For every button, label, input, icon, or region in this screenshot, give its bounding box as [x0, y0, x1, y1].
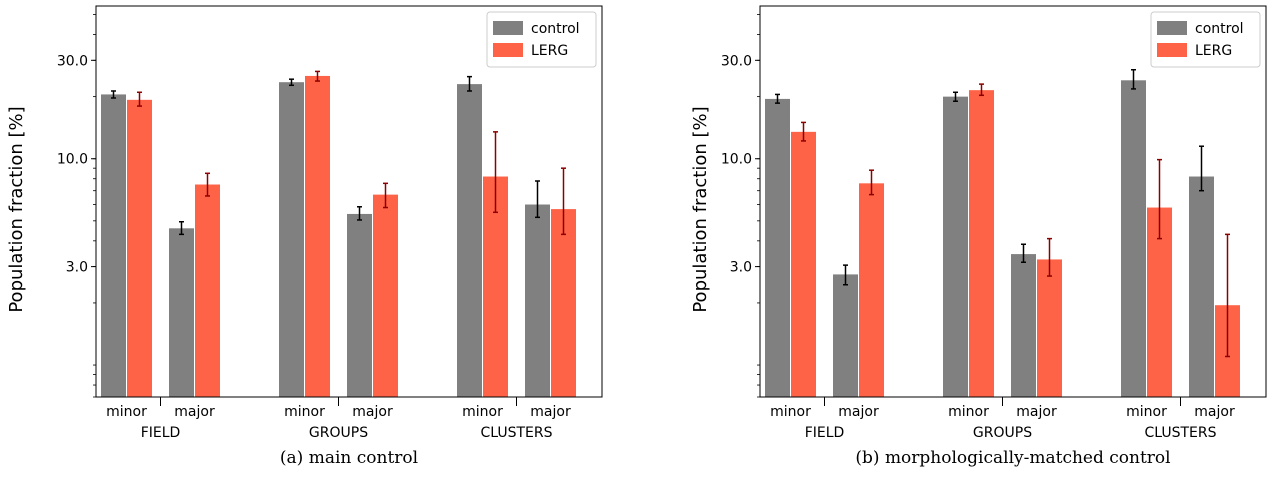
legend: control LERG	[486, 11, 597, 68]
legend-swatch-control	[1157, 21, 1187, 35]
legend-label-control: control	[1195, 21, 1244, 37]
x-tick-label-minor: minor	[770, 404, 811, 420]
plot-frame	[759, 5, 1267, 398]
x-tick-label-major: major	[838, 404, 879, 420]
bar-control-5	[525, 204, 550, 397]
x-tick-label-major: major	[1016, 404, 1057, 420]
bar-control-3	[1011, 254, 1036, 397]
legend-label-lerg: LERG	[531, 43, 568, 59]
bar-control-0	[101, 94, 126, 398]
y-tick-label: 10.0	[57, 152, 88, 168]
chart-panel-1: 3.0 10.0 30.0 Population fraction [%] minor m…	[690, 5, 1267, 441]
legend-label-lerg: LERG	[1195, 43, 1232, 59]
bar-control-4	[457, 84, 482, 398]
x-tick-label-minor: minor	[106, 404, 147, 420]
legend: control LERG	[1150, 11, 1261, 68]
bar-lerg-1	[859, 183, 884, 397]
bar-lerg-3	[373, 194, 398, 397]
bar-control-3	[347, 213, 372, 397]
bar-lerg-0	[791, 131, 816, 397]
x-tick-label-major: major	[1194, 404, 1235, 420]
bar-lerg-3	[1037, 259, 1062, 397]
legend-swatch-lerg	[1157, 43, 1187, 57]
bar-lerg-2	[969, 90, 994, 398]
caption-matched-control: (b) morphologically-matched control	[855, 448, 1171, 468]
bar-lerg-4	[483, 176, 508, 397]
y-tick-label: 30.0	[57, 53, 88, 69]
bar-lerg-0	[127, 99, 152, 397]
plot-frame	[95, 5, 603, 398]
legend-swatch-control	[493, 21, 523, 35]
y-tick-label: 3.0	[66, 260, 88, 276]
bar-control-1	[833, 274, 858, 397]
y-tick-label: 3.0	[730, 260, 752, 276]
y-tick-label: 30.0	[721, 53, 752, 69]
x-tick-label-minor: minor	[284, 404, 325, 420]
bar-lerg-5	[551, 209, 576, 397]
bar-control-1	[169, 228, 194, 397]
bar-control-2	[943, 96, 968, 398]
bar-lerg-1	[195, 184, 220, 397]
bar-lerg-2	[305, 75, 330, 397]
x-tick-label-major: major	[352, 404, 393, 420]
x-tick-label-major: major	[174, 404, 215, 420]
y-axis-label: Population fraction [%]	[690, 106, 711, 312]
x-group-label: GROUPS	[309, 425, 368, 441]
bar-control-2	[279, 82, 304, 398]
legend-label-control: control	[531, 21, 580, 37]
x-tick-label-minor: minor	[948, 404, 989, 420]
x-group-label: CLUSTERS	[480, 425, 552, 441]
y-axis-label: Population fraction [%]	[6, 106, 27, 312]
x-group-label: FIELD	[141, 425, 181, 441]
bar-control-4	[1121, 80, 1146, 398]
bar-control-0	[765, 98, 790, 397]
x-tick-label-major: major	[530, 404, 571, 420]
y-tick-label: 10.0	[721, 152, 752, 168]
x-tick-label-minor: minor	[462, 404, 503, 420]
caption-main-control: (a) main control	[279, 448, 419, 468]
x-group-label: CLUSTERS	[1144, 425, 1216, 441]
x-group-label: FIELD	[805, 425, 845, 441]
legend-swatch-lerg	[493, 43, 523, 57]
x-tick-label-minor: minor	[1126, 404, 1167, 420]
chart-panel-0: 3.0 10.0 30.0 Population fraction [%] minor m…	[6, 5, 603, 441]
x-group-label: GROUPS	[973, 425, 1032, 441]
bar-control-5	[1189, 176, 1214, 397]
